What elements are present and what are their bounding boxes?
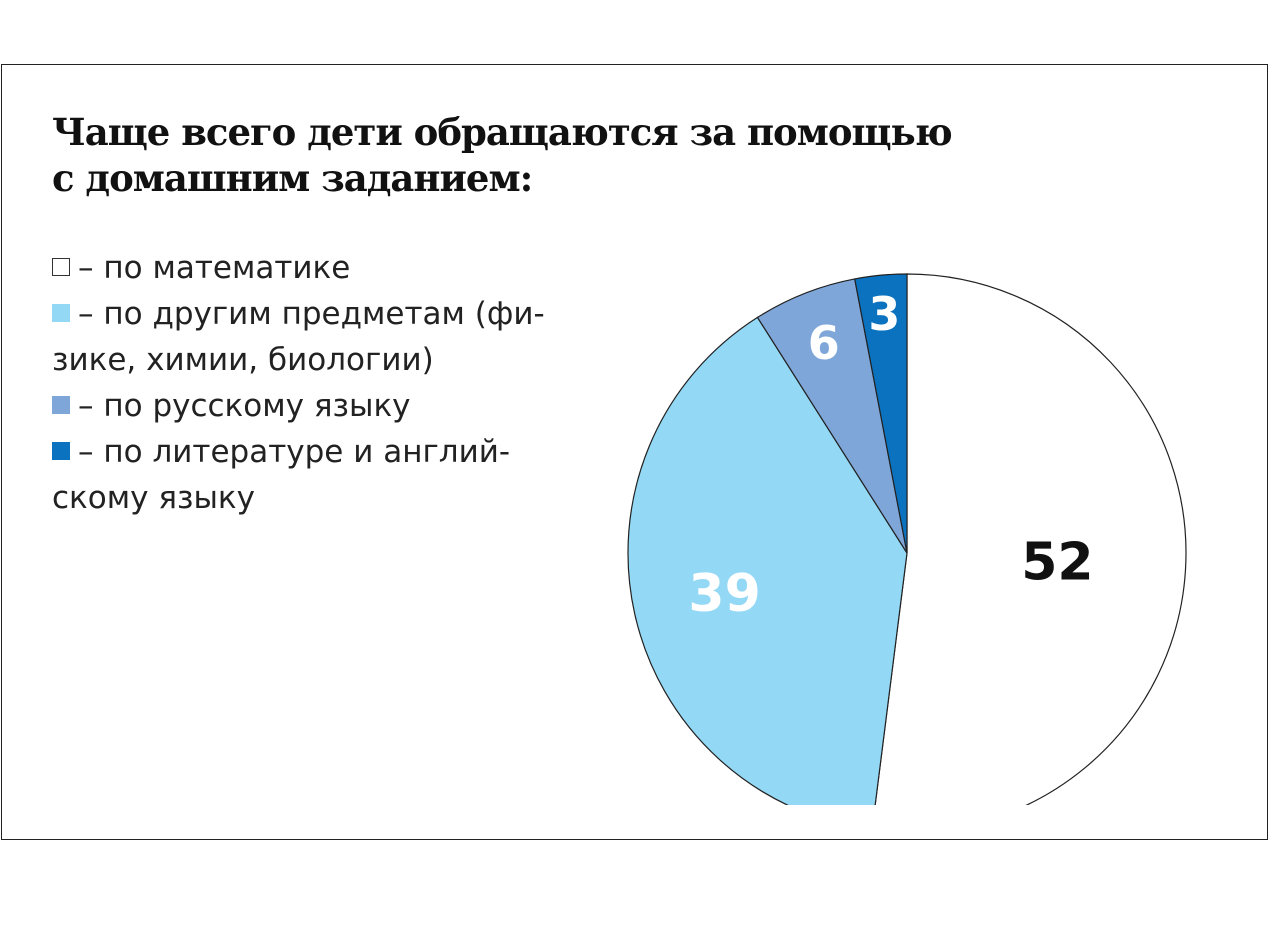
pie-slice-label-2: 6 (808, 316, 840, 370)
legend-item-math: – по математике (52, 245, 572, 291)
legend-swatch-other-subjects (52, 304, 70, 322)
legend-item-other-subjects-cont: зике, химии, биологии) (52, 337, 572, 383)
legend-label-literature-english-line-2: скому языку (52, 480, 255, 516)
legend: – по математике – по другим предметам (ф… (52, 245, 572, 521)
pie-slice-label-0: 52 (1021, 533, 1093, 593)
legend-item-other-subjects: – по другим предметам (фи- (52, 291, 572, 337)
legend-item-literature-english-cont: скому языку (52, 475, 572, 521)
legend-item-russian: – по русскому языку (52, 383, 572, 429)
legend-label-literature-english-line-1: – по литературе и англий- (78, 434, 511, 470)
chart-title: Чаще всего дети обращаются за помощью с … (52, 109, 953, 201)
chart-frame: Чаще всего дети обращаются за помощью с … (1, 64, 1268, 840)
legend-label-other-subjects-line-2: зике, химии, биологии) (52, 342, 434, 378)
legend-swatch-math (52, 258, 70, 276)
legend-label-russian: – по русскому языку (78, 388, 411, 424)
legend-item-literature-english: – по литературе и англий- (52, 429, 572, 475)
legend-swatch-russian (52, 396, 70, 414)
pie-slice-0 (874, 273, 1187, 805)
pie-chart: 52 39 63 (627, 273, 1187, 805)
chart-title-line-2: с домашним заданием: (52, 156, 533, 200)
chart-title-line-1: Чаще всего дети обращаются за помощью (52, 110, 953, 154)
pie-slice-label-3: 3 (868, 287, 900, 341)
legend-label-math: – по математике (78, 250, 351, 286)
pie-slice-label-1: 39 (688, 564, 760, 624)
legend-label-other-subjects-line-1: – по другим предметам (фи- (78, 296, 545, 332)
pie-slice-1 (627, 316, 908, 805)
legend-swatch-literature-english (52, 442, 70, 460)
pie-slice-3 (854, 273, 908, 554)
